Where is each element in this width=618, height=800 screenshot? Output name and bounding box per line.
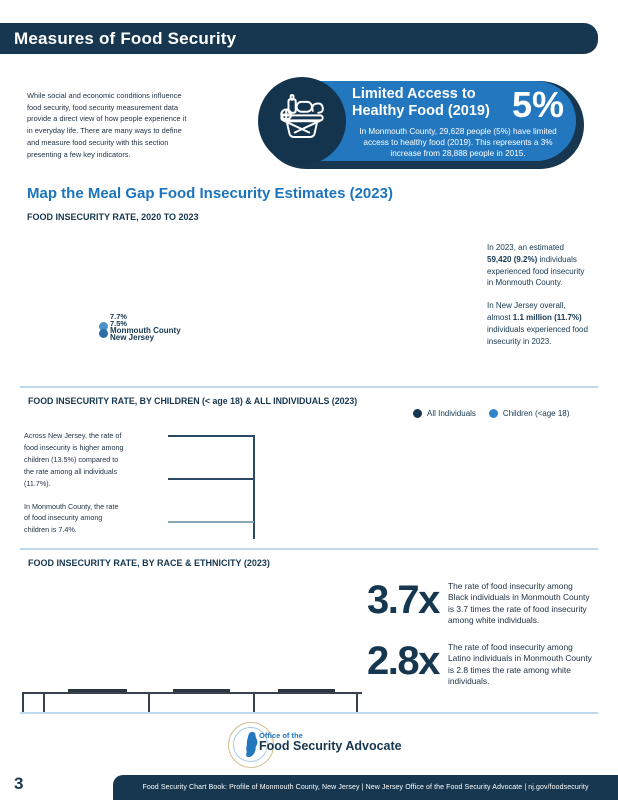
aside-paragraph-2: In New Jersey overall, almost 1.1 millio… [487, 300, 589, 347]
children-paragraph-1: Across New Jersey, the rate of food inse… [24, 431, 124, 488]
aside-p1-text2: individuals experienced food insecurity … [487, 254, 585, 288]
aside-p1-bold: 59,420 (9.2%) [487, 254, 538, 264]
race-stat2-text: The rate of food insecurity among Latino… [448, 642, 592, 686]
intro-paragraph: While social and economic conditions inf… [27, 91, 187, 159]
race-chart-bar-stub [278, 689, 335, 692]
logo-office-of-the: Office of the [259, 731, 303, 740]
new-jersey-shape-icon [245, 731, 257, 757]
nj-state-seal-icon [228, 722, 274, 768]
race-chart-tick [43, 693, 45, 712]
section-title: Map the Meal Gap Food Insecurity Estimat… [27, 185, 393, 202]
race-chart-tick [148, 693, 150, 712]
race-chart-tick [356, 693, 358, 712]
badge-title: Limited Access to Healthy Food (2019) [352, 86, 490, 119]
picnic-basket-icon [275, 92, 329, 151]
trend-chart-aside: In 2023, an estimated 59,420 (9.2%) indi… [487, 242, 589, 358]
page-header-banner: Measures of Food Security [0, 23, 598, 54]
children-chart-gridline [168, 521, 254, 523]
legend-item-children: Children (<age 18) [488, 409, 570, 418]
children-chart-legend: All Individuals Children (<age 18) [413, 409, 569, 418]
footer-text: Food Security Chart Book: Profile of Mon… [142, 784, 589, 791]
badge-title-line2: Healthy Food (2019) [352, 102, 490, 119]
race-stat1-text: The rate of food insecurity among Black … [448, 581, 590, 625]
trend-series-label-monmouth: Monmouth County [110, 326, 181, 335]
section-divider [20, 712, 598, 714]
aside-paragraph-1: In 2023, an estimated 59,420 (9.2%) indi… [487, 242, 589, 289]
page-title: Measures of Food Security [14, 28, 237, 48]
section-divider [20, 548, 598, 550]
badge-stat-value: 5% [511, 84, 565, 125]
section-divider [20, 386, 598, 388]
aside-p1-text: In 2023, an estimated [487, 243, 564, 252]
badge-title-line1: Limited Access to [352, 86, 476, 102]
children-chart-axis-line [253, 435, 255, 539]
logo-inner-ring [233, 727, 268, 762]
children-chart-heading: FOOD INSECURITY RATE, BY CHILDREN (< age… [28, 396, 358, 406]
children-paragraph-2: In Monmouth County, the rate of food ins… [24, 501, 119, 535]
race-chart-bar-stub [68, 689, 127, 692]
children-chart-paragraphs: Across New Jersey, the rate of food inse… [24, 430, 124, 547]
race-stat2-value: 2.8x [367, 639, 440, 683]
trend-series-label-nj: New Jersey [110, 333, 155, 342]
page-number: 3 [14, 774, 24, 793]
trend-marker-light-icon [99, 322, 108, 331]
race-chart-tick [253, 693, 255, 712]
race-chart-heading: FOOD INSECURITY RATE, BY RACE & ETHNICIT… [28, 558, 270, 568]
race-chart-tick [22, 693, 24, 712]
aside-p2-text: In New Jersey overall, almost [487, 301, 566, 322]
footer-bar: Food Security Chart Book: Profile of Mon… [113, 775, 618, 800]
legend-label: Children (<age 18) [502, 409, 570, 418]
legend-dot-navy-icon [413, 409, 422, 418]
trend-marker-dark-icon [99, 329, 108, 338]
trend-point-label-nj: 7.5% [110, 319, 128, 328]
trend-chart-heading: FOOD INSECURITY RATE, 2020 TO 2023 [27, 212, 199, 222]
race-chart-axis-line [22, 692, 362, 694]
aside-p2-bold: 1.1 million (11.7%) [512, 312, 582, 322]
race-stat1-value: 3.7x [367, 578, 440, 622]
aside-p2-text2: individuals experienced food insecurity … [487, 324, 588, 346]
badge-icon-circle [258, 77, 346, 165]
trend-point-label-monmouth: 7.7% [110, 312, 128, 321]
logo-food-security-advocate: Food Security Advocate [259, 739, 402, 753]
children-chart-gridline [168, 435, 254, 437]
legend-label: All Individuals [427, 409, 476, 418]
race-chart-bar-stub [173, 689, 230, 692]
legend-dot-blue-icon [488, 409, 498, 418]
badge-description: In Monmouth County, 29,628 people (5%) h… [359, 127, 557, 158]
legend-item-all-individuals: All Individuals [413, 409, 476, 418]
children-chart-gridline [168, 478, 254, 480]
